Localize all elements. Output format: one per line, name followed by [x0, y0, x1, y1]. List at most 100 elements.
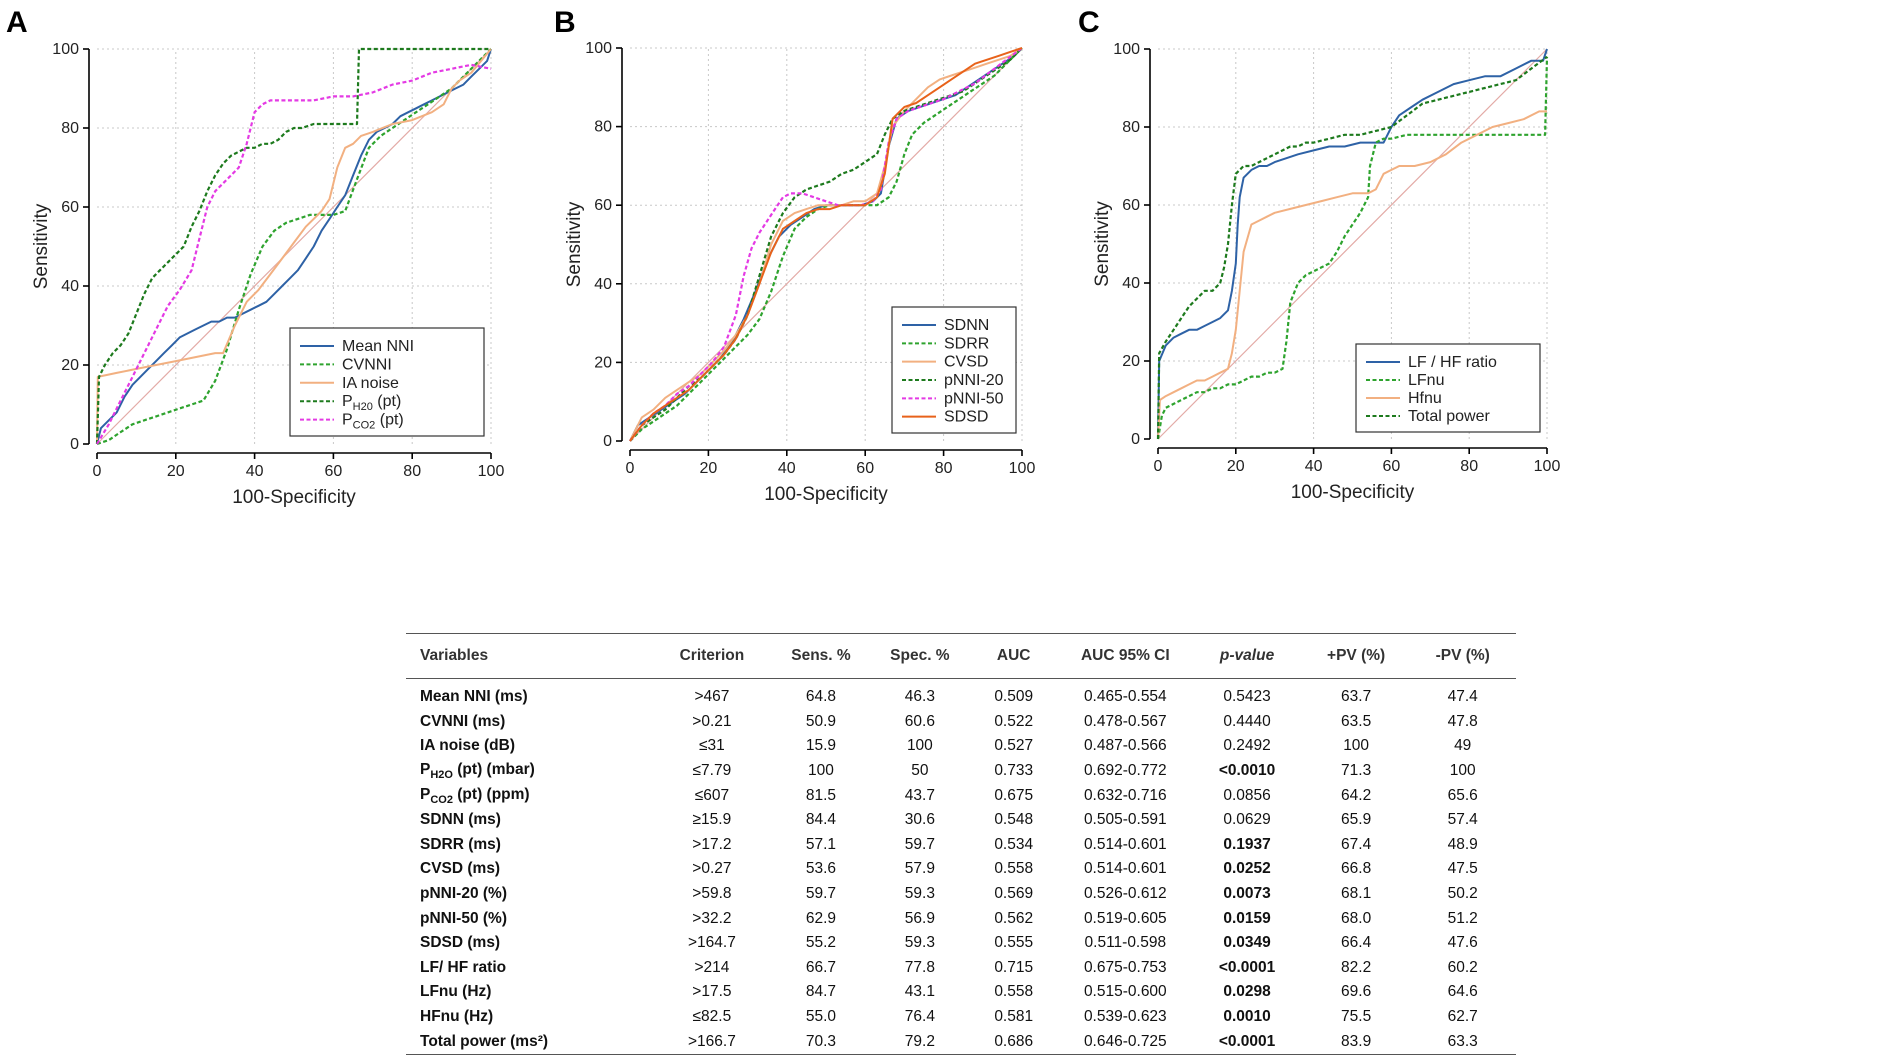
table-row: pNNI-20 (%) >59.8 59.7 59.3 0.569 0.526-0.612…: [406, 882, 1516, 907]
y-tick-label: 80: [594, 119, 612, 136]
cell-ppv: 71.3: [1341, 762, 1372, 780]
panel-letter: C: [1078, 6, 1100, 39]
y-tick-label: 20: [61, 357, 79, 374]
cell-ppv: 75.5: [1341, 1008, 1372, 1026]
table-row: SDNN (ms) ≥15.9 84.4 30.6 0.548 0.505-0.591 0.…: [406, 808, 1516, 833]
x-tick-label: 0: [626, 460, 635, 477]
y-tick-label: 20: [594, 354, 612, 371]
cell-variable: SDSD (ms): [420, 934, 501, 952]
y-tick-label: 0: [603, 433, 612, 450]
cell-npv: 57.4: [1447, 811, 1478, 829]
cell-ci: 0.511-0.598: [1084, 934, 1167, 952]
header-spec: Spec. %: [871, 633, 969, 679]
cell-npv: 50.2: [1447, 885, 1478, 903]
cell-auc: 0.733: [994, 762, 1034, 780]
cell-criterion: >166.7: [653, 1029, 771, 1055]
y-tick-label: 80: [1122, 119, 1140, 136]
cell-p: 0.0010: [1223, 1008, 1271, 1026]
legend-label-sdnn: SDNN: [944, 317, 989, 334]
cell-npv: 47.5: [1447, 860, 1478, 878]
y-axis-label: Sensitivity: [1092, 201, 1113, 287]
x-tick-label: 60: [856, 460, 874, 477]
roc-curve-pco2-pt: [96, 63, 492, 445]
legend-label-sdrr: SDRR: [944, 335, 989, 352]
cell-npv: 60.2: [1447, 958, 1478, 976]
cell-criterion: ≥15.9: [692, 811, 732, 829]
roc-curve-ia-noise: [96, 48, 492, 445]
panel-c: C 0 20 40 60 80 100 0 20 40 60 80 100 100-Specificity…: [1078, 6, 1560, 503]
cell-ppv: 64.2: [1341, 786, 1372, 804]
y-tick-label: 20: [1122, 353, 1140, 370]
cell-auc: 0.562: [994, 909, 1034, 927]
y-tick-label: 100: [1113, 41, 1140, 58]
cell-ci: 0.487-0.566: [1083, 737, 1167, 755]
cell-ci: 0.505-0.591: [1083, 811, 1167, 829]
x-tick-label: 40: [778, 460, 796, 477]
cell-variable: PCO2 (pt) (ppm): [420, 785, 530, 806]
legend-label-hfnu: Hfnu: [1408, 390, 1442, 407]
cell-ci: 0.539-0.623: [1083, 1008, 1167, 1026]
y-tick-label: 0: [70, 436, 79, 453]
cell-ci: 0.526-0.612: [1083, 885, 1167, 903]
cell-sens: 15.9: [805, 737, 837, 755]
y-tick-label: 60: [1122, 197, 1140, 214]
x-tick-label: 20: [1227, 458, 1245, 475]
cell-criterion: >59.8: [692, 885, 732, 903]
cell-npv: 48.9: [1447, 835, 1478, 853]
cell-spec: 59.3: [904, 934, 935, 952]
cell-auc: 0.686: [968, 1029, 1060, 1055]
panel-letter: B: [554, 6, 576, 39]
cell-p: 0.0298: [1223, 983, 1271, 1001]
cell-ppv: 63.7: [1341, 688, 1372, 706]
header-criterion: Criterion: [653, 633, 771, 679]
x-axis-label: 100-Specificity: [232, 487, 356, 508]
cell-auc: 0.569: [994, 885, 1034, 903]
cell-sens: 84.7: [805, 983, 837, 1001]
cell-ci: 0.692-0.772: [1083, 762, 1167, 780]
cell-npv: 65.6: [1447, 786, 1478, 804]
cell-ci: 0.675-0.753: [1083, 958, 1167, 976]
cell-auc: 0.675: [994, 786, 1034, 804]
cell-p: 0.0073: [1223, 885, 1271, 903]
cell-variable: LF/ HF ratio: [420, 958, 507, 976]
cell-ppv: 100: [1343, 737, 1370, 755]
cell-ppv: 68.1: [1341, 885, 1372, 903]
roc-curve-total-power: [1156, 55, 1548, 440]
x-tick-label: 20: [700, 460, 718, 477]
cell-ppv: 66.4: [1341, 934, 1372, 952]
cell-auc: 0.715: [994, 958, 1034, 976]
panel-a: A 0 20 40 60 80 100 0 20 40 60 80 100 100-Specificity…: [6, 6, 504, 508]
cell-npv: 64.6: [1447, 983, 1478, 1001]
table-row: Total power (ms²) >166.7 70.3 79.2 0.686 0.64…: [406, 1029, 1516, 1055]
y-tick-label: 40: [61, 278, 79, 295]
cell-spec: 43.1: [904, 983, 935, 1001]
table-row: PCO2 (pt) (ppm) ≤607 81.5 43.7 0.675 0.632-0.…: [406, 783, 1516, 808]
cell-variable: Total power (ms²): [406, 1029, 654, 1055]
cell-auc: 0.534: [994, 835, 1034, 853]
y-tick-label: 40: [594, 276, 612, 293]
legend-label-cvnni: CVNNI: [342, 356, 392, 373]
x-tick-label: 100: [478, 463, 505, 480]
legend-label-pco2-pt: PCO2 (pt): [342, 412, 404, 432]
cell-spec: 79.2: [871, 1029, 969, 1055]
reference-diagonal: [629, 47, 1023, 442]
table-row: IA noise (dB) ≤31 15.9 100 0.527 0.487-0.566 0…: [406, 734, 1516, 759]
panel-b: B 0 20 40 60 80 100 0 20 40 60 80 100 100-Specificity…: [554, 6, 1035, 505]
y-axis-label: Sensitivity: [31, 203, 52, 289]
x-tick-label: 100: [1534, 458, 1561, 475]
cell-p: <0.0001: [1218, 958, 1276, 976]
cell-npv: 47.6: [1447, 934, 1478, 952]
cell-sens: 53.6: [805, 860, 837, 878]
cell-ci: 0.519-0.605: [1083, 909, 1167, 927]
cell-variable: HFnu (Hz): [420, 1008, 494, 1026]
cell-auc: 0.548: [994, 811, 1034, 829]
cell-npv: 62.7: [1447, 1008, 1478, 1026]
cell-ci: 0.465-0.554: [1083, 688, 1167, 706]
cell-spec: 50: [911, 762, 929, 780]
y-tick-label: 100: [585, 40, 612, 57]
x-tick-label: 80: [935, 460, 953, 477]
cell-npv: 47.4: [1447, 688, 1478, 706]
cell-sens: 55.0: [805, 1008, 837, 1026]
table-row: pNNI-50 (%) >32.2 62.9 56.9 0.562 0.519-0.605…: [406, 906, 1516, 931]
roc-curve-lf-hf-ratio: [1157, 48, 1548, 440]
